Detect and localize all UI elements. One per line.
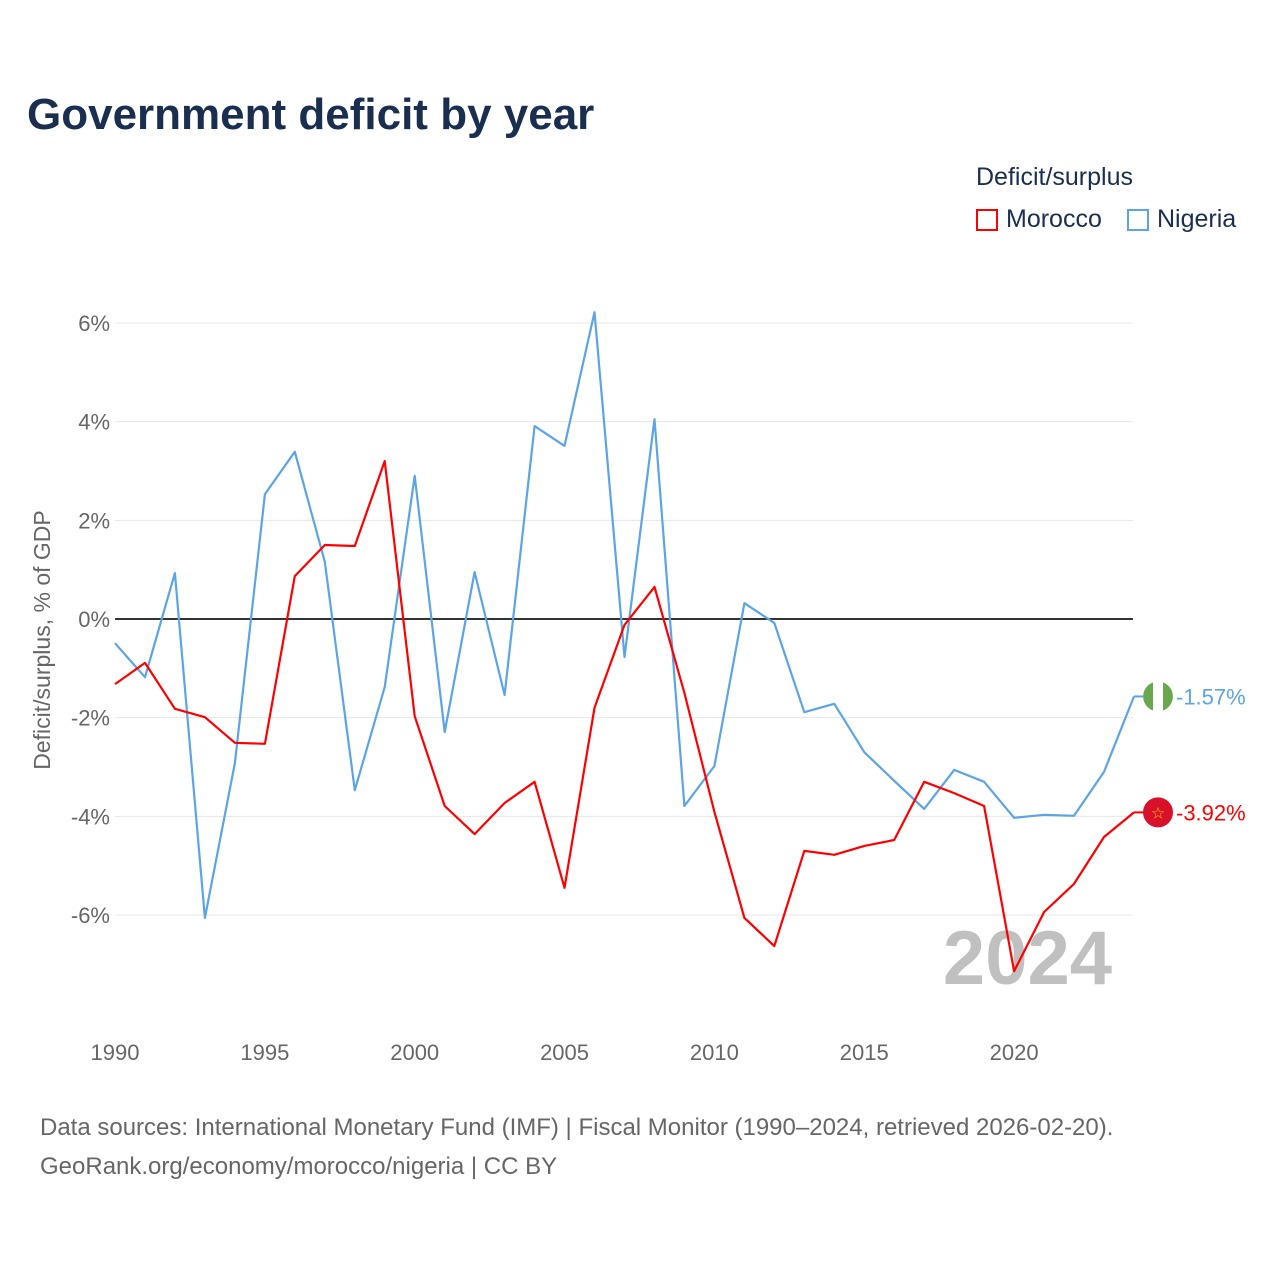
- x-tick-label: 2015: [840, 1040, 889, 1065]
- end-value-label-nigeria: -1.57%: [1176, 684, 1246, 709]
- x-tick-label: 1990: [91, 1040, 140, 1065]
- x-tick-label: 2000: [390, 1040, 439, 1065]
- morocco-flag-star: ☆: [1151, 805, 1165, 822]
- y-tick-label: -6%: [71, 903, 110, 928]
- chart-title: Government deficit by year: [27, 90, 595, 139]
- legend-swatch-nigeria: [1127, 208, 1149, 231]
- x-tick-label: 2010: [690, 1040, 739, 1065]
- nigeria-flag-right: [1163, 682, 1173, 711]
- x-tick-label: 1995: [240, 1040, 289, 1065]
- series-line-nigeria: [114, 311, 1136, 920]
- y-tick-label: 6%: [78, 311, 110, 336]
- y-tick-label: 2%: [78, 508, 110, 533]
- y-axis-label: Deficit/surplus, % of GDP: [29, 510, 55, 769]
- y-tick-label: -4%: [71, 804, 110, 829]
- x-tick-label: 2020: [990, 1040, 1039, 1065]
- y-tick-label: -2%: [71, 706, 110, 731]
- nigeria-flag-left: [1143, 682, 1153, 711]
- year-watermark: 2024: [943, 916, 1112, 1001]
- legend-item-nigeria[interactable]: Nigeria: [1127, 205, 1236, 234]
- legend-swatch-morocco: [976, 208, 998, 231]
- y-tick-label: 0%: [78, 607, 110, 632]
- source-line-1: Data sources: International Monetary Fun…: [40, 1114, 1114, 1141]
- series-line-morocco: [114, 460, 1135, 973]
- legend-item-morocco[interactable]: Morocco: [976, 205, 1102, 234]
- source-line-2[interactable]: GeoRank.org/economy/morocco/nigeria | CC…: [40, 1153, 558, 1180]
- x-tick-label: 2005: [540, 1040, 589, 1065]
- source-note: Data sources: International Monetary Fun…: [40, 1108, 1113, 1186]
- legend-label-morocco: Morocco: [1006, 205, 1102, 233]
- morocco-flag-icon: [1143, 797, 1173, 828]
- y-tick-label: 4%: [78, 410, 110, 435]
- end-value-label-morocco: -3.92%: [1176, 800, 1246, 825]
- legend-title: Deficit/surplus: [976, 163, 1133, 191]
- legend-label-nigeria: Nigeria: [1157, 205, 1237, 233]
